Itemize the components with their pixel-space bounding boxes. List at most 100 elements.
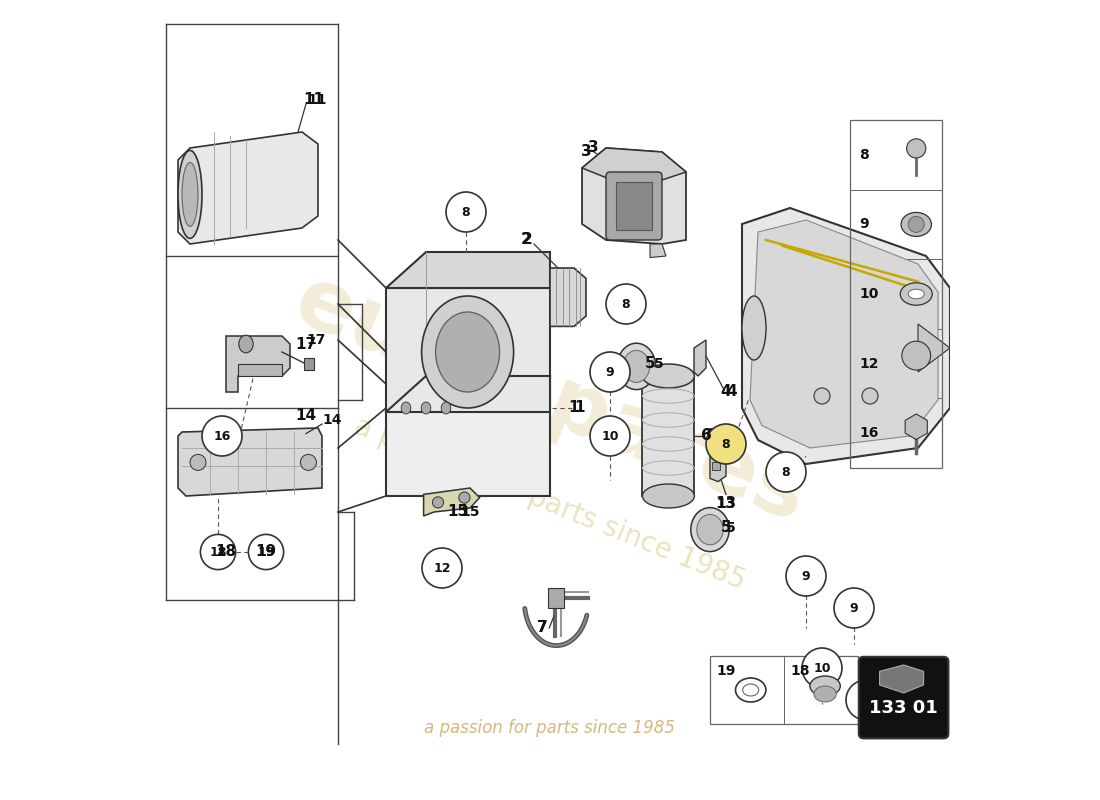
Text: 9: 9 [606,366,614,378]
Text: 15: 15 [448,505,469,519]
Bar [549,588,564,608]
FancyBboxPatch shape [859,657,948,738]
Polygon shape [386,376,550,496]
Text: 17: 17 [306,333,326,347]
Text: 8: 8 [782,466,790,478]
Ellipse shape [691,507,729,552]
Text: 10: 10 [857,694,874,706]
Text: 1: 1 [569,401,580,415]
Polygon shape [582,148,686,180]
Ellipse shape [642,484,694,508]
Text: 10: 10 [813,662,830,674]
Polygon shape [238,364,282,376]
Text: 18: 18 [209,546,227,558]
Circle shape [422,548,462,588]
Polygon shape [178,132,318,244]
Text: 11: 11 [308,93,327,107]
Ellipse shape [436,312,499,392]
Circle shape [190,454,206,470]
Text: 19: 19 [716,664,736,678]
Text: 17: 17 [296,337,317,351]
Bar [616,182,652,230]
Ellipse shape [421,296,514,408]
Bar [305,358,314,370]
Bar [710,656,858,724]
Ellipse shape [909,290,924,299]
Text: 1: 1 [574,401,584,415]
Text: 4: 4 [720,385,732,399]
Text: 5: 5 [645,357,656,371]
Ellipse shape [810,676,840,696]
Text: 9: 9 [802,570,811,582]
Ellipse shape [402,402,410,414]
Ellipse shape [696,514,723,545]
Text: eurospares: eurospares [282,259,818,541]
Text: 8: 8 [722,438,730,450]
Bar [850,120,942,468]
Text: 9: 9 [849,602,858,614]
Text: 14: 14 [296,409,317,423]
Circle shape [802,648,842,688]
Ellipse shape [642,364,694,388]
Circle shape [862,388,878,404]
Text: 4: 4 [726,385,737,399]
Ellipse shape [900,283,932,306]
Text: 6: 6 [701,429,712,443]
Polygon shape [582,148,686,244]
Text: 10: 10 [602,430,618,442]
Circle shape [902,341,931,370]
Text: 2: 2 [520,233,531,247]
Text: 19: 19 [257,546,275,558]
Text: 8: 8 [462,206,471,218]
Polygon shape [650,244,666,258]
Text: 11: 11 [304,93,324,107]
Text: 8: 8 [859,148,869,162]
Circle shape [249,534,284,570]
Circle shape [590,352,630,392]
Ellipse shape [178,150,202,238]
Circle shape [814,388,830,404]
Text: 5: 5 [720,521,732,535]
Circle shape [459,492,470,503]
Polygon shape [710,452,726,482]
Polygon shape [226,336,290,392]
Text: 15: 15 [461,505,480,519]
Circle shape [906,139,926,158]
Circle shape [300,454,317,470]
Ellipse shape [441,402,451,414]
Circle shape [786,556,826,596]
Polygon shape [386,288,550,412]
Text: 13: 13 [716,497,736,511]
Circle shape [909,217,924,233]
Circle shape [706,424,746,464]
Circle shape [202,416,242,456]
Circle shape [834,588,874,628]
Circle shape [446,192,486,232]
Text: 7: 7 [537,621,548,635]
Ellipse shape [742,296,766,360]
Ellipse shape [239,335,253,353]
Text: 18: 18 [216,545,236,559]
Bar [713,462,721,470]
Circle shape [205,418,240,454]
Text: 16: 16 [213,430,231,442]
Text: 5: 5 [654,357,663,371]
Circle shape [432,497,443,508]
Polygon shape [880,665,924,693]
Text: 12: 12 [433,562,451,574]
Ellipse shape [814,686,836,702]
Text: a passion for parts since 1985: a passion for parts since 1985 [425,719,675,737]
Text: 16: 16 [859,426,879,440]
Text: 5: 5 [726,521,736,535]
Text: 6: 6 [706,429,717,443]
Polygon shape [694,340,706,376]
Circle shape [590,416,630,456]
Text: 2: 2 [522,233,534,247]
Text: 14: 14 [322,413,341,427]
Polygon shape [424,488,480,516]
Polygon shape [642,376,694,496]
Polygon shape [750,220,938,448]
Text: 18: 18 [791,664,811,678]
Text: a passion for parts since 1985: a passion for parts since 1985 [350,413,750,595]
Ellipse shape [624,350,650,382]
